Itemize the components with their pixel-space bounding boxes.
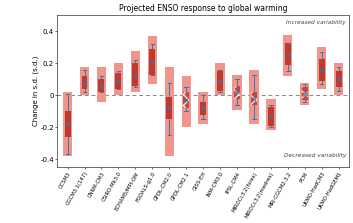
Bar: [132, 63, 138, 86]
Bar: [251, 92, 257, 105]
Bar: [114, 63, 123, 95]
Bar: [266, 99, 276, 130]
Bar: [82, 76, 88, 89]
Text: Increased variability: Increased variability: [286, 20, 346, 25]
Bar: [215, 63, 225, 95]
Bar: [63, 92, 72, 156]
Bar: [336, 71, 342, 87]
Bar: [217, 71, 223, 91]
Bar: [115, 73, 121, 89]
Bar: [181, 76, 191, 127]
Bar: [98, 79, 104, 92]
Bar: [198, 92, 208, 124]
Bar: [249, 70, 259, 124]
Bar: [80, 66, 89, 95]
Bar: [285, 43, 291, 65]
Bar: [164, 66, 174, 156]
Bar: [334, 63, 343, 95]
Bar: [65, 111, 71, 137]
Bar: [300, 83, 310, 105]
Bar: [200, 102, 206, 114]
Bar: [97, 66, 106, 102]
Bar: [183, 92, 189, 108]
Title: Projected ENSO response to global warming: Projected ENSO response to global warmin…: [119, 4, 287, 13]
Bar: [148, 36, 157, 84]
Text: Decreased variability: Decreased variability: [283, 153, 346, 158]
Y-axis label: Change in s.d. (s.d.): Change in s.d. (s.d.): [32, 56, 39, 126]
Bar: [319, 58, 325, 81]
Bar: [283, 35, 293, 76]
Bar: [302, 87, 308, 100]
Bar: [149, 49, 155, 74]
Bar: [234, 86, 240, 99]
Bar: [131, 51, 140, 92]
Bar: [317, 47, 327, 89]
Bar: [268, 107, 274, 126]
Bar: [232, 74, 242, 110]
Bar: [166, 97, 172, 119]
